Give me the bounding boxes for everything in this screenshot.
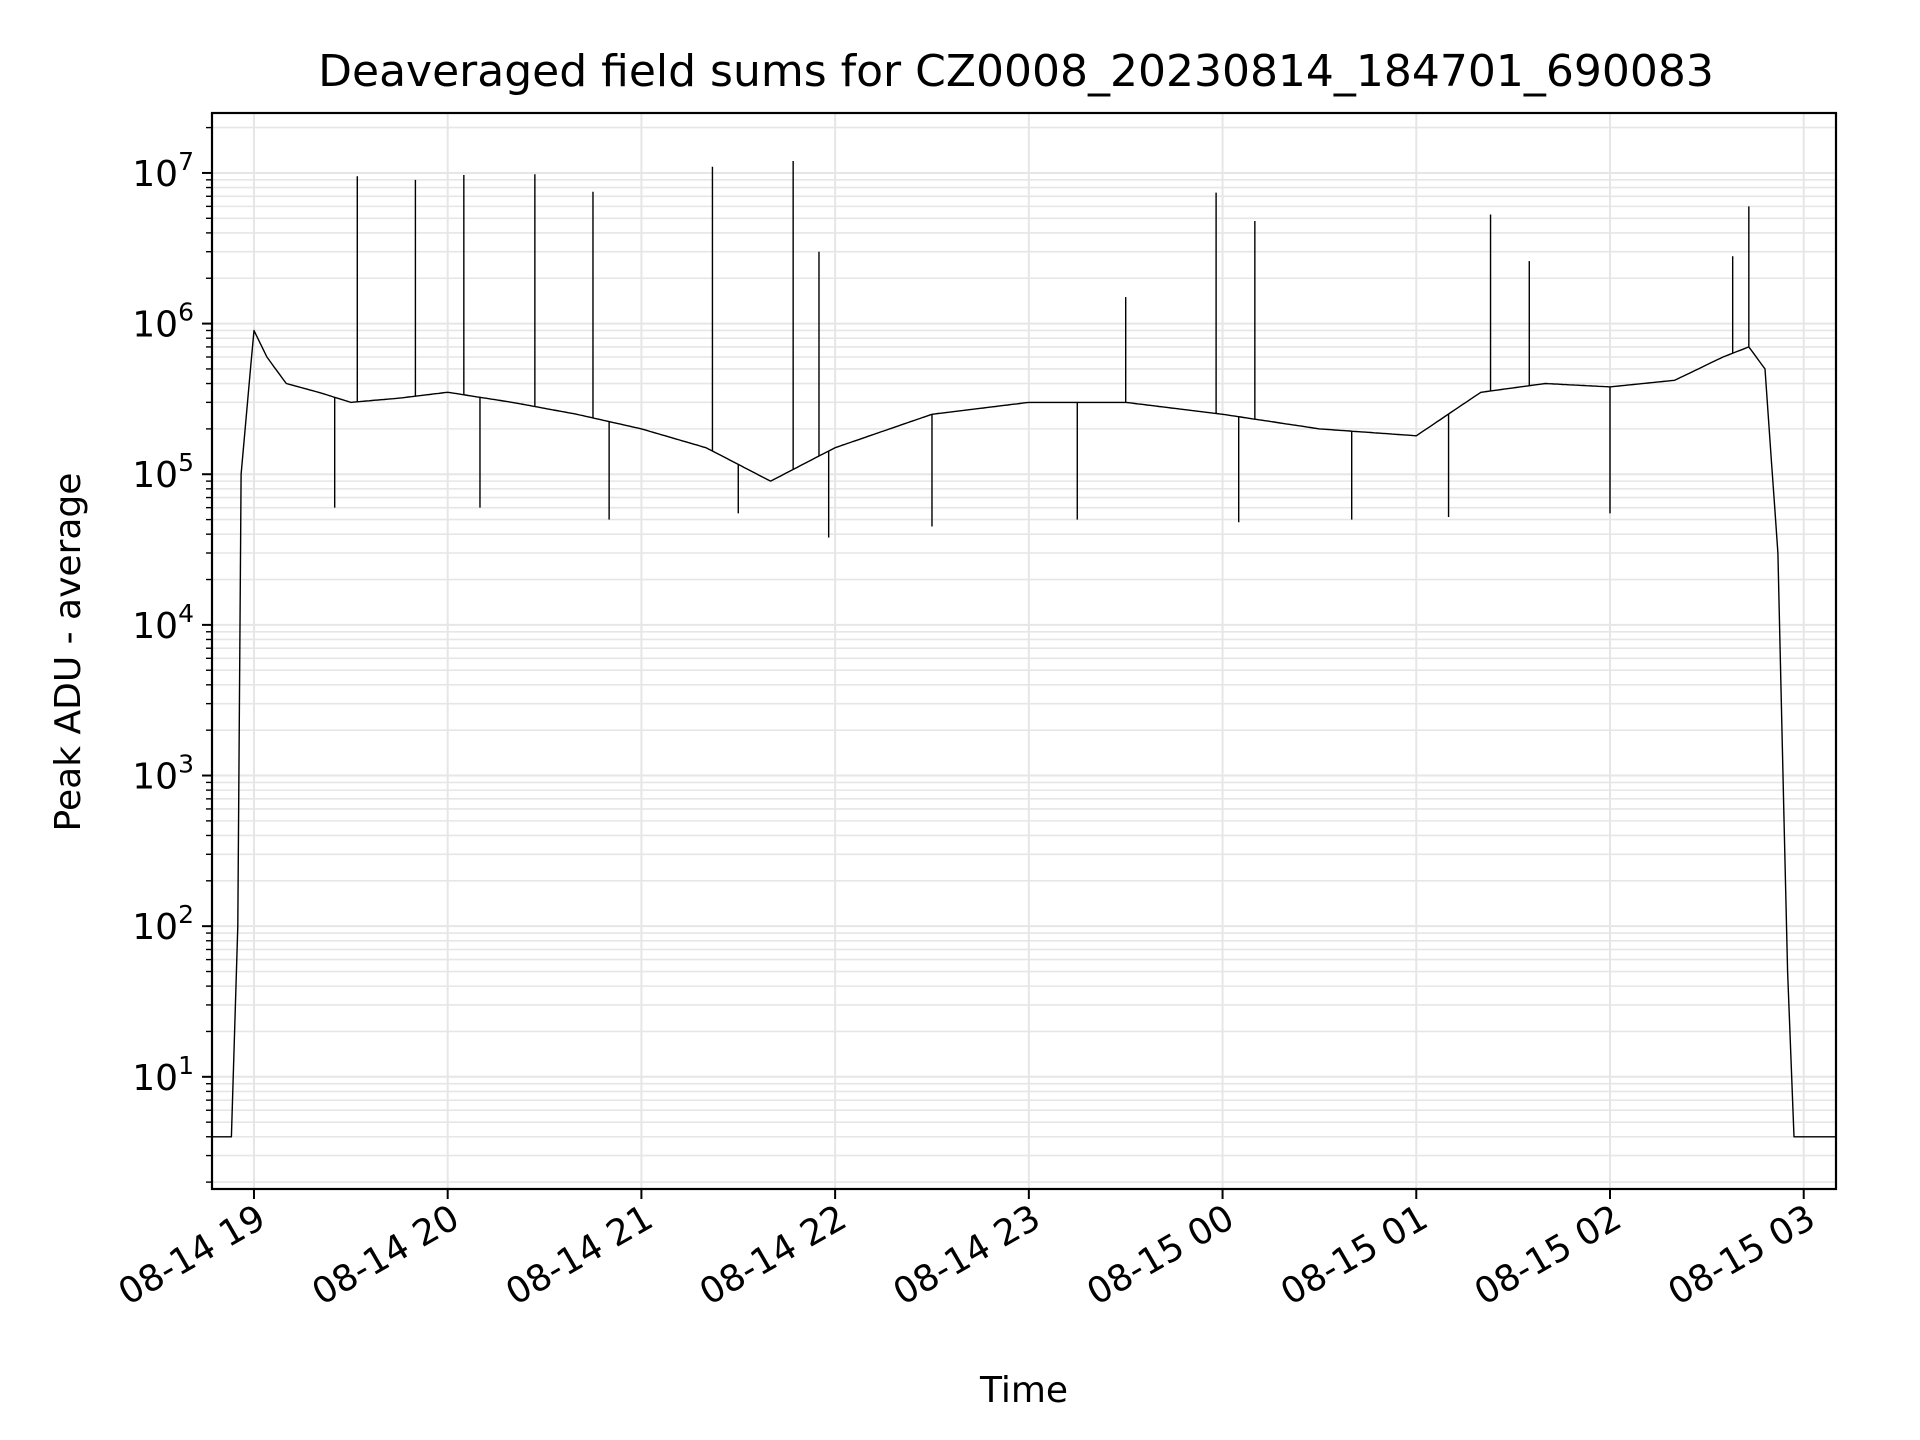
y-axis-title: Peak ADU - average [48, 473, 89, 832]
series-line [212, 329, 1836, 1138]
y-tick-label: 103 [132, 750, 194, 798]
y-tick-label: 107 [132, 147, 194, 195]
y-tick-label: 106 [132, 298, 194, 346]
series-layer [212, 161, 1836, 1138]
y-tick-label: 105 [132, 448, 194, 496]
y-tick-label: 102 [132, 900, 194, 948]
chart-title: Deaveraged field sums for CZ0008_2023081… [318, 46, 1714, 97]
x-axis-title: Time [979, 1370, 1068, 1411]
y-tick-label: 101 [132, 1051, 194, 1099]
grid [212, 113, 1836, 1189]
plot-frame [210, 111, 1838, 1191]
y-tick-label: 104 [132, 599, 194, 647]
